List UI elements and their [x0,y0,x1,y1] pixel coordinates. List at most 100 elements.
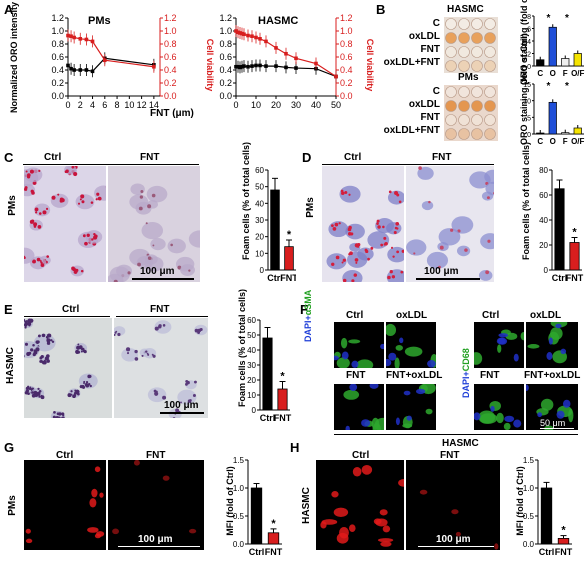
fluorescent-spot [320,521,327,529]
lipid-droplet [170,243,173,247]
data-point [78,68,83,72]
lipid-droplet [349,251,353,256]
y-tick-label: 20 [539,241,548,250]
y-tick-label: 0.4 [51,65,64,75]
a-y2label-right: Cell viability [365,38,375,92]
data-point [294,56,298,61]
fluorescent-spot [505,332,518,340]
well [458,114,470,126]
lipid-droplet [84,382,89,387]
fluorescent-spot [556,410,565,419]
fluorescent-spot [406,415,412,421]
h-scale-label: 100 μm [436,534,471,545]
lipid-droplet [332,227,337,231]
cell [114,326,126,336]
lipid-droplet [43,360,47,365]
y2-tick-label: 0.0 [164,91,177,101]
lipid-droplet [355,261,358,264]
data-point [274,64,278,68]
fluorescent-spot [490,405,495,412]
well [471,100,483,112]
fluorescent-spot [520,331,524,341]
f-r-ctrl-image [474,322,524,368]
lipid-droplet [193,380,197,384]
b-top-title: HASMC [447,4,484,15]
lipid-droplet [401,249,404,253]
y-tick-label: 0 [252,406,257,415]
fluorescent-spot [399,337,404,344]
lipid-droplet [73,171,78,177]
data-point [284,51,288,56]
e-scale-label: 100 μm [164,400,199,411]
lipid-droplet [24,326,27,329]
fluorescent-spot [388,352,397,361]
y2-tick-label: 0.2 [164,78,177,88]
lipid-droplet [395,221,400,226]
significance-star: * [572,227,577,239]
lipid-droplet [51,340,55,343]
f-l-ctrl-image [334,322,384,368]
lipid-droplet [418,166,422,170]
lipid-droplet [388,190,392,194]
fluorescent-spot [568,408,574,423]
bar [250,487,263,545]
x-tick-label: 30 [291,100,301,110]
f-r-fntox-image [526,384,578,430]
fluorescent-spot [474,412,481,421]
fluorescent-spot [333,507,349,517]
data-point [238,31,242,35]
lipid-droplet [96,192,100,196]
y-tick-label: 60 [255,166,264,175]
fluorescent-spot [351,360,359,368]
fluorescent-spot [540,398,554,411]
y-tick-label: 10 [523,99,531,106]
category-label: FNT [555,547,573,557]
e-scale-bar [160,412,204,414]
fluorescent-spot [451,509,459,515]
lipid-droplet [134,357,139,361]
well [484,32,496,44]
lipid-droplet [413,252,416,255]
fluorescent-spot [513,353,519,362]
lipid-droplet [40,263,45,267]
well [458,100,470,112]
lipid-droplet [126,347,131,352]
cell [426,251,449,269]
lipid-droplet [141,354,144,357]
lipid-droplet [396,250,400,254]
lipid-droplet [188,269,191,272]
category-label: FNT [274,413,292,423]
cell [417,166,434,180]
significance-star: * [547,13,551,24]
category-label: C [537,137,543,146]
category-label: FNT [280,273,296,283]
x-tick-label: 10 [251,100,261,110]
data-point [66,63,70,68]
well [484,128,496,140]
y-tick-label: 6 [527,27,531,34]
bar [561,132,570,135]
fluorescent-spot [361,465,373,475]
y-tick-label: 8 [527,14,531,21]
fluorescent-spot [162,475,170,481]
significance-star: * [561,525,566,537]
lipid-droplet [400,270,404,274]
lipid-droplet [80,194,85,199]
data-point [238,65,242,70]
cell [141,221,164,240]
fluorescent-spot [548,337,553,345]
y-tick-label: 30 [247,361,256,370]
bar [569,242,580,271]
lipid-droplet [162,324,166,327]
lipid-droplet [46,341,51,345]
lipid-droplet [175,408,180,413]
h-chart: 0.0 0.5 1.0 1.5 Ctrl FNT * [523,456,573,557]
lipid-droplet [38,389,42,393]
lipid-droplet [51,195,56,200]
lipid-droplet [29,386,32,389]
lipid-droplet [80,269,84,273]
lipid-droplet [74,394,77,397]
y-tick-label: 20 [247,376,256,385]
fluorescent-spot [394,357,400,368]
lipid-droplet [376,222,379,225]
